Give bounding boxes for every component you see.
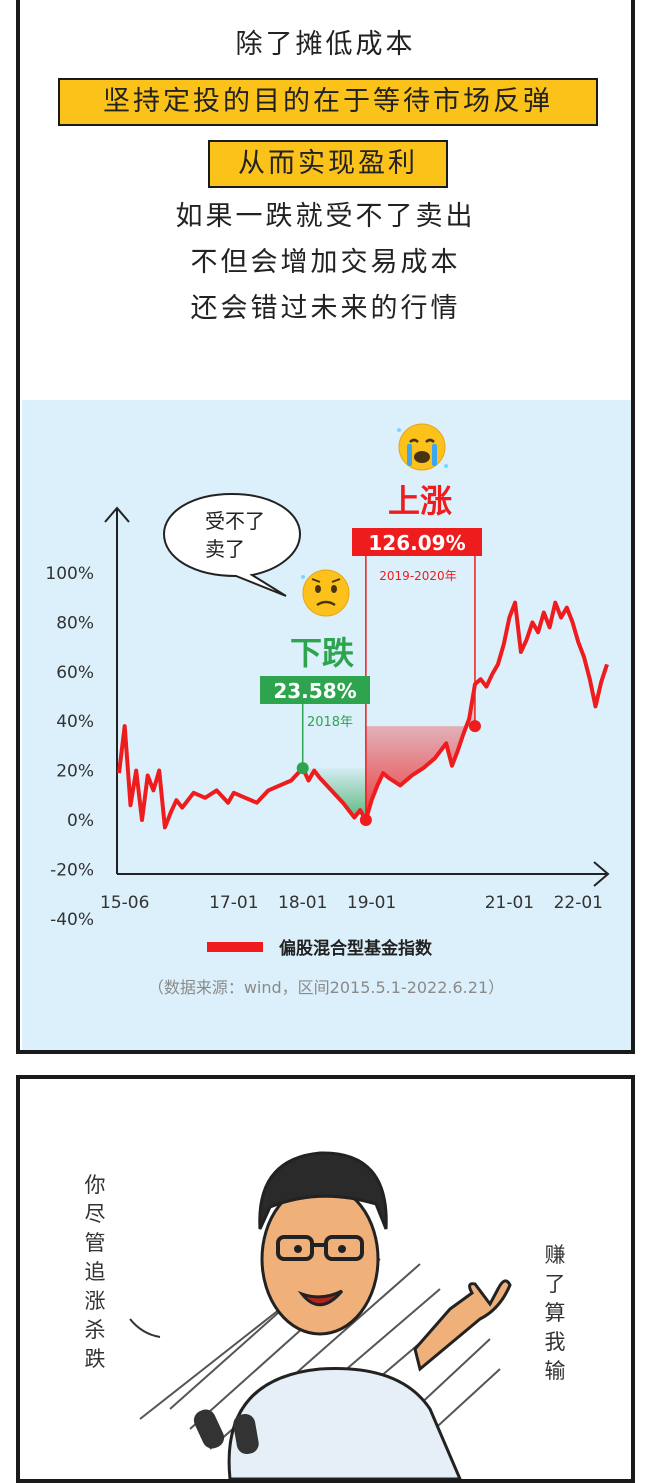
caption-char: 尽 (84, 1202, 106, 1226)
crying-face-icon (397, 423, 448, 471)
x-axis-arrow (593, 861, 610, 887)
fund-index-chart: 100% 80% 60% 40% 20% 0% -20% -40% 15-06 17-01 18-… (45, 423, 610, 997)
caption-char: 了 (544, 1272, 566, 1296)
y-axis-arrow (104, 506, 130, 523)
highlight-box-1: 坚持定投的目的在于等待市场反弹 (58, 78, 598, 126)
caption-char: 管 (84, 1231, 106, 1255)
speech-bubble: 受不了 卖了 (162, 492, 302, 597)
text-line-5: 不但会增加交易成本 (190, 247, 461, 278)
rise-period: 2019-2020年 (379, 569, 456, 583)
left-tick-mark (129, 1318, 161, 1338)
drop-value-box (260, 676, 370, 704)
speech-line-2: 卖了 (205, 537, 245, 561)
series-line (117, 600, 609, 830)
x-tick-label: 22-01 (554, 893, 603, 913)
x-tick-label: 19-01 (347, 893, 396, 913)
caption-char: 算 (544, 1301, 566, 1325)
y-tick-label: -20% (50, 860, 94, 880)
rise-title: 上涨 (388, 482, 452, 520)
drop-title: 下跌 (290, 634, 354, 672)
speech-line-1: 受不了 (205, 509, 265, 533)
caption-char: 追 (84, 1260, 106, 1284)
y-tick-label: 40% (56, 712, 94, 732)
chart-area: 100% 80% 60% 40% 20% 0% -20% -40% 15-06 17-01 18-… (22, 400, 631, 1050)
left-caption: 你尽管追涨杀跌 (80, 1171, 110, 1374)
y-tick-label: 60% (56, 663, 94, 683)
right-caption: 赚了算我输 (540, 1241, 570, 1386)
rise-value-box (352, 528, 482, 556)
caption-char: 杀 (84, 1318, 106, 1342)
text-line-4: 如果一跌就受不了卖出 (175, 201, 476, 232)
worried-face-icon (301, 569, 350, 617)
y-tick-label: 100% (45, 564, 94, 584)
x-tick-label: 17-01 (209, 893, 258, 913)
text-line-6: 还会错过未来的行情 (190, 293, 461, 324)
y-tick-label: 0% (67, 811, 94, 831)
comic-panel-bottom: 你尽管追涨杀跌 赚了算我输 (16, 1075, 635, 1483)
highlight-box-2: 从而实现盈利 (208, 140, 448, 188)
x-tick-label: 21-01 (485, 893, 534, 913)
rise-shaded-area (365, 684, 475, 820)
x-tick-label: 15-06 (100, 893, 149, 913)
caption-char: 你 (84, 1173, 106, 1197)
legend-label: 偏股混合型基金指数 (279, 938, 433, 959)
drop-value: 23.58% (273, 679, 356, 703)
y-tick-label: 80% (56, 613, 94, 633)
caption-char: 跌 (84, 1347, 106, 1371)
caption-char: 涨 (84, 1289, 106, 1313)
legend-swatch (207, 942, 263, 952)
drop-shaded-area (302, 768, 366, 820)
caption-char: 我 (544, 1330, 566, 1354)
drop-end-marker (359, 814, 372, 826)
source-note: （数据来源：wind，区间2015.5.1-2022.6.21） (148, 978, 504, 997)
rise-value: 126.09% (368, 531, 465, 555)
caption-char: 赚 (544, 1243, 566, 1267)
y-tick-label: -40% (50, 910, 94, 930)
cartoon-illustration (129, 1151, 512, 1479)
rise-end-marker (468, 720, 481, 733)
drop-period: 2018年 (307, 715, 353, 730)
drop-start-marker (296, 762, 309, 775)
y-tick-label: 20% (56, 762, 94, 782)
x-tick-label: 18-01 (278, 893, 327, 913)
text-line-1: 除了摊低成本 (235, 29, 416, 60)
caption-char: 输 (544, 1359, 566, 1383)
comic-panel-top: 除了摊低成本 坚持定投的目的在于等待市场反弹 从而实现盈利 如果一跌就受不了卖出… (16, 0, 635, 1054)
